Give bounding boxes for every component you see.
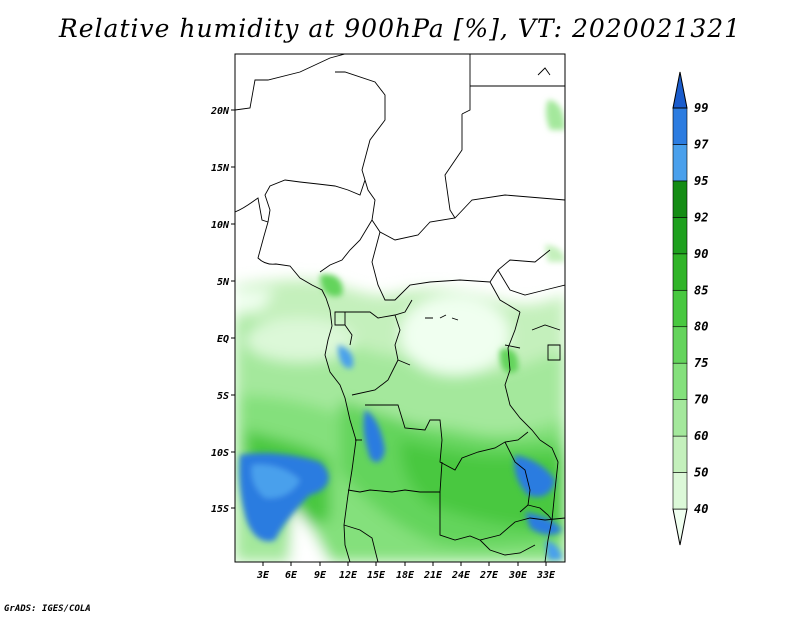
colorbar-label: 70: [694, 393, 708, 407]
lat-label: EQ: [217, 334, 229, 345]
colorbar-label: 97: [694, 137, 709, 151]
colorbar-swatch: [672, 217, 688, 255]
colorbar-swatch: [672, 144, 688, 182]
map-title: Relative humidity at 900hPa [%], VT: 202…: [58, 14, 742, 43]
lon-label: 33E: [536, 570, 556, 581]
lat-label: 5N: [217, 277, 230, 288]
country-borders: [235, 54, 565, 562]
lon-ticks: [262, 562, 547, 566]
colorbar: 40 50 60 70 75 80 85 90 92 95 97 99: [672, 71, 709, 546]
lon-label: 6E: [285, 570, 298, 581]
lon-label: 15E: [367, 570, 386, 581]
lon-label: 18E: [396, 570, 415, 581]
lon-label: 9E: [314, 570, 327, 581]
lat-label: 15N: [211, 163, 230, 174]
lat-ticks: [231, 109, 235, 509]
map-frame: [234, 53, 566, 563]
colorbar-label: 50: [694, 466, 708, 480]
colorbar-swatch: [672, 362, 688, 400]
colorbar-label: 90: [694, 247, 708, 261]
colorbar-label: 40: [694, 502, 708, 516]
lat-label: 20N: [210, 106, 230, 117]
colorbar-label: 95: [694, 174, 708, 188]
colorbar-swatch: [672, 326, 688, 364]
lat-label: 5S: [217, 391, 229, 402]
humidity-field: [235, 54, 565, 562]
colorbar-swatch: [672, 472, 688, 510]
lat-labels: 20N 15N 10N 5N EQ 5S 10S 15S: [210, 106, 230, 515]
colorbar-swatch: [672, 289, 688, 328]
grads-credit: GrADS: IGES/COLA: [4, 604, 91, 614]
colorbar-swatch: [672, 180, 688, 218]
lon-labels: 3E 6E 9E 12E 15E 18E 21E 24E 27E 30E 33E: [256, 570, 556, 581]
lon-label: 24E: [451, 570, 471, 581]
lon-label: 12E: [339, 570, 358, 581]
colorbar-swatch: [672, 253, 688, 291]
colorbar-swatch: [672, 399, 688, 437]
lat-label: 10S: [211, 448, 229, 459]
colorbar-label: 80: [694, 320, 708, 334]
lon-label: 30E: [508, 570, 528, 581]
colorbar-swatch: [672, 508, 688, 546]
colorbar-label: 60: [694, 429, 708, 443]
colorbar-label: 85: [694, 283, 708, 297]
lon-label: 27E: [479, 570, 499, 581]
lon-label: 21E: [423, 570, 443, 581]
colorbar-label: 92: [694, 210, 708, 224]
colorbar-swatch: [672, 107, 688, 145]
colorbar-label: 99: [694, 101, 708, 115]
lat-label: 10N: [211, 220, 230, 231]
colorbar-swatch: [672, 71, 688, 109]
colorbar-label: 75: [694, 356, 708, 370]
lat-label: 15S: [211, 504, 229, 515]
colorbar-swatch: [672, 435, 688, 473]
lon-label: 3E: [256, 570, 270, 581]
